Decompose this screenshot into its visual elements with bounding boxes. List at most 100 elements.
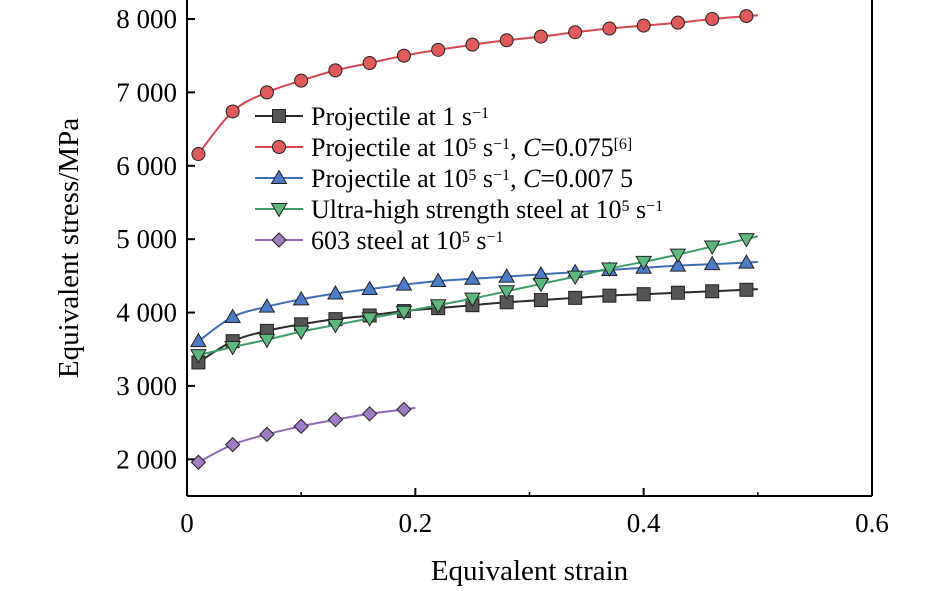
y-axis-title: Equivalent stress/MPa	[53, 118, 85, 378]
data-point	[191, 147, 206, 162]
data-point	[292, 290, 310, 306]
legend-item: Projectile at 105 s−1, C=0.007 5	[255, 164, 633, 193]
data-point	[669, 257, 687, 272]
legend-marker	[272, 140, 286, 154]
legend-label: Projectile at 105 s−1, C=0.075[6]	[311, 133, 632, 162]
data-point	[738, 254, 755, 269]
data-point	[362, 56, 377, 71]
y-tick-label: 4 000	[116, 298, 177, 328]
data-point	[395, 305, 413, 321]
legend-item: Projectile at 105 s−1, C=0.075[6]	[255, 133, 632, 162]
series-line	[197, 406, 416, 464]
legend-label: Projectile at 105 s−1, C=0.007 5	[311, 164, 633, 193]
legend-item: 603 steel at 105 s−1	[255, 226, 504, 255]
data-point	[396, 401, 412, 418]
series-layer	[190, 9, 759, 470]
data-point	[429, 272, 447, 287]
x-tick-label: 0.6	[855, 508, 889, 538]
data-point	[361, 280, 379, 296]
legend-marker	[272, 109, 286, 123]
data-point	[259, 85, 274, 100]
data-point	[498, 285, 516, 300]
data-point	[568, 290, 583, 305]
data-point	[669, 248, 687, 264]
data-point	[328, 63, 343, 78]
y-tick-label: 6 000	[116, 151, 177, 181]
data-point	[361, 406, 378, 422]
x-tick-label: 0.2	[398, 508, 432, 538]
data-point	[670, 285, 685, 300]
legend-label: Ultra-high strength steel at 105 s−1	[311, 195, 663, 224]
data-point	[395, 276, 413, 291]
data-point	[464, 270, 481, 285]
data-point	[294, 73, 309, 88]
series-4	[190, 233, 759, 364]
data-point	[465, 37, 480, 52]
data-point	[602, 288, 617, 303]
data-point	[738, 233, 755, 248]
data-point	[431, 42, 446, 57]
series-2	[191, 9, 758, 162]
y-tick-label: 7 000	[116, 77, 177, 107]
legend-item: Projectile at 1 s−1	[255, 102, 489, 131]
data-point	[636, 287, 651, 302]
data-point	[636, 18, 651, 33]
data-point	[190, 332, 207, 348]
legend-label: 603 steel at 105 s−1	[311, 226, 504, 255]
y-tick-label: 5 000	[116, 224, 177, 254]
data-point	[705, 12, 720, 26]
data-point	[396, 48, 411, 63]
data-point	[224, 308, 242, 323]
data-point	[292, 325, 310, 341]
y-tick-label: 2 000	[116, 444, 177, 474]
data-point	[225, 104, 240, 119]
data-point	[258, 333, 276, 349]
legend-marker	[271, 232, 287, 248]
data-point	[224, 436, 241, 453]
data-point	[224, 341, 242, 356]
y-tick-label: 8 000	[116, 4, 177, 34]
legend-marker	[270, 203, 288, 218]
data-point	[602, 21, 617, 36]
data-point	[327, 319, 344, 334]
data-point	[259, 426, 275, 443]
data-point	[498, 268, 516, 283]
x-axis-title: Equivalent strain	[431, 555, 629, 587]
data-point	[258, 298, 276, 313]
data-point	[670, 15, 685, 30]
data-point	[533, 29, 548, 44]
data-point	[190, 349, 207, 364]
y-tick-label: 3 000	[116, 371, 177, 401]
x-tick-label: 0.4	[627, 508, 661, 538]
data-point	[464, 292, 481, 308]
plot-frame	[186, 0, 873, 497]
x-tick-label: 0	[180, 508, 194, 538]
data-point	[327, 411, 344, 428]
y-axis-ticks: 2 000 3 000 4 000 5 000 6 000 7 000 8 000	[116, 4, 195, 474]
data-point	[327, 284, 344, 300]
data-point	[293, 418, 309, 434]
data-point	[705, 284, 720, 299]
data-point	[361, 312, 379, 327]
data-point	[568, 25, 583, 40]
data-point	[739, 9, 754, 24]
data-point	[635, 255, 653, 271]
x-axis-ticks: 0 0.2 0.4 0.6	[180, 488, 889, 538]
data-point	[703, 240, 721, 255]
data-point	[532, 277, 550, 293]
data-point	[566, 270, 584, 286]
series-5	[190, 401, 416, 470]
data-point	[190, 454, 207, 470]
data-point	[703, 255, 721, 271]
data-point	[499, 33, 514, 48]
legend-item: Ultra-high strength steel at 105 s−1	[255, 195, 663, 224]
data-point	[429, 299, 447, 314]
data-point	[601, 262, 618, 278]
data-point	[533, 293, 548, 308]
data-point	[739, 282, 754, 297]
legend-label: Projectile at 1 s−1	[311, 102, 489, 131]
legend-marker	[270, 169, 288, 184]
series-3	[190, 254, 758, 348]
